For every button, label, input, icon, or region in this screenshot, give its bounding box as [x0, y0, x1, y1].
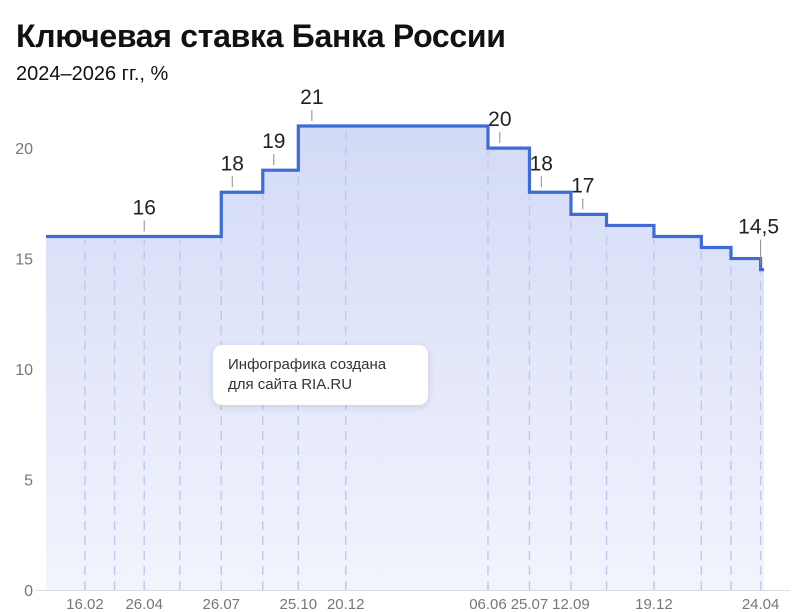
- y-tick-label: 0: [24, 583, 33, 600]
- x-tick-label: 26.04: [125, 596, 163, 612]
- y-tick-label: 10: [15, 362, 33, 379]
- chart-title: Ключевая ставка Банка России: [16, 18, 506, 54]
- x-tick-label: 25.07: [511, 596, 549, 612]
- data-label: 20: [488, 108, 511, 131]
- y-tick-label: 20: [15, 141, 33, 158]
- x-tick-label: 19.12: [635, 596, 673, 612]
- rate-line: [46, 124, 764, 272]
- data-label: 18: [530, 152, 553, 175]
- x-tick-label: 25.10: [280, 596, 318, 612]
- chart-subtitle: 2024–2026 гг., %: [16, 63, 169, 85]
- watermark-line-1: Инфографика создана: [228, 356, 387, 373]
- x-tick-label: 20.12: [327, 596, 365, 612]
- watermark-box: Инфографика создана для сайта RIA.RU: [213, 345, 428, 405]
- y-tick-label: 15: [15, 252, 33, 269]
- data-label: 21: [300, 86, 323, 109]
- x-tick-label: 06.06: [469, 596, 507, 612]
- data-label: 19: [262, 130, 285, 153]
- watermark-line-2: для сайта RIA.RU: [228, 376, 353, 393]
- x-tick-label: 16.02: [66, 596, 104, 612]
- data-label: 17: [571, 174, 594, 197]
- data-label: 16: [133, 196, 156, 219]
- x-tick-label: 26.07: [202, 596, 240, 612]
- x-tick-label: 24.04: [742, 596, 780, 612]
- data-label: 18: [221, 152, 244, 175]
- x-tick-label: 12.09: [552, 596, 590, 612]
- y-tick-label: 5: [24, 473, 33, 490]
- data-label: 14,5: [738, 216, 779, 239]
